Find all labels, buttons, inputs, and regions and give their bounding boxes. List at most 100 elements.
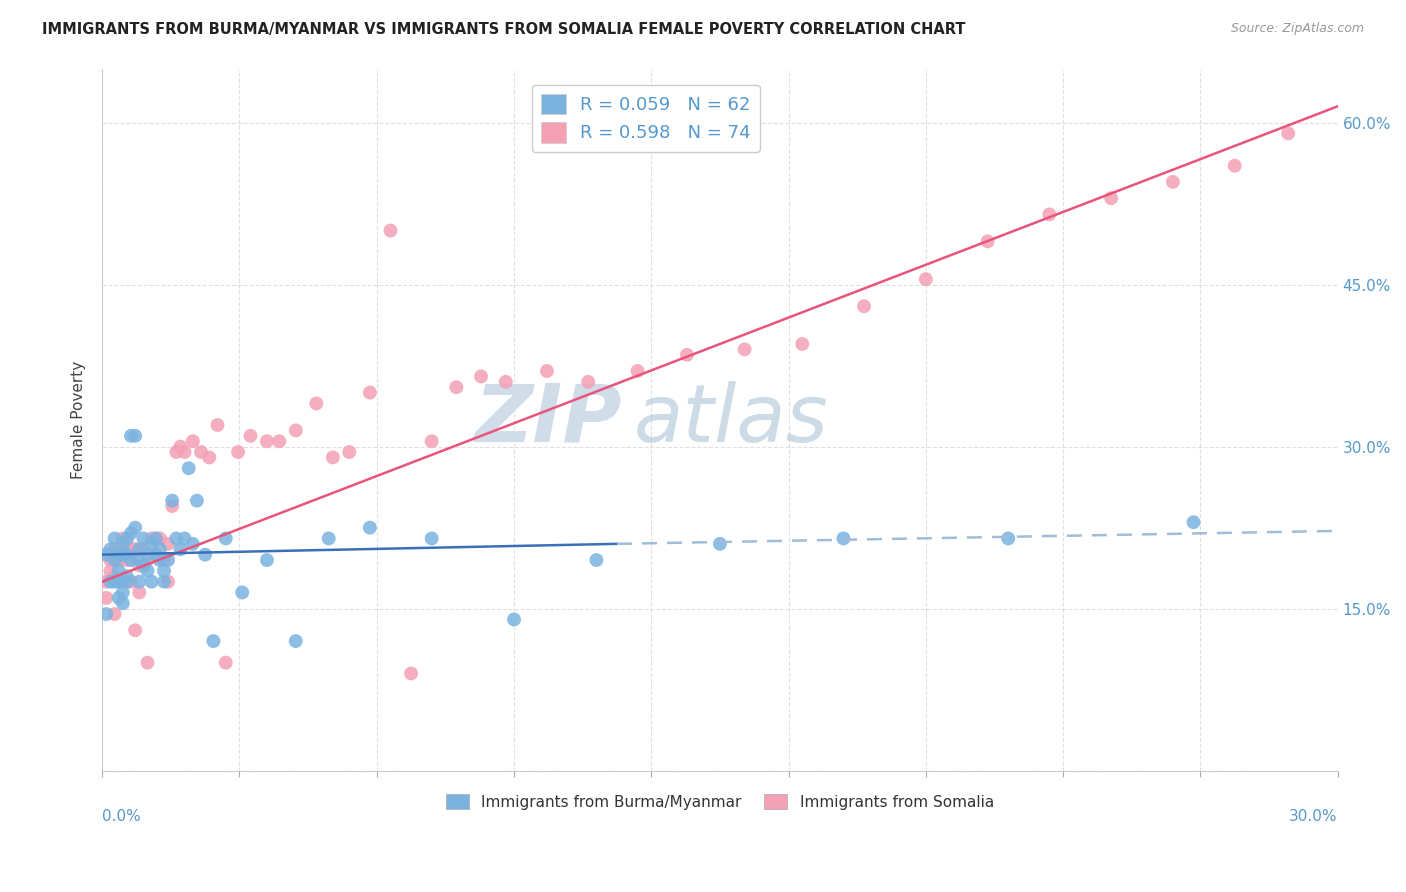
Point (215, 532, 238, 546)
Point (107, 553, 129, 567)
Point (284, 634, 307, 648)
Point (173, 532, 195, 546)
Point (141, 574, 163, 589)
Point (107, 564, 129, 578)
Text: atlas: atlas (634, 381, 828, 458)
Point (107, 574, 129, 589)
Point (120, 542, 142, 557)
Point (231, 585, 253, 599)
Point (181, 434, 204, 449)
Point (115, 569, 138, 583)
Legend: Immigrants from Burma/Myanmar, Immigrants from Somalia: Immigrants from Burma/Myanmar, Immigrant… (440, 788, 1000, 815)
Point (128, 553, 150, 567)
Point (1277, 126, 1299, 140)
Point (359, 521, 381, 535)
Point (111, 585, 134, 599)
Point (100, 548, 122, 562)
Point (576, 375, 599, 389)
Point (103, 607, 125, 621)
Text: Source: ZipAtlas.com: Source: ZipAtlas.com (1230, 22, 1364, 36)
Point (107, 591, 129, 605)
Point (160, 499, 183, 513)
Point (111, 537, 134, 551)
Point (269, 434, 291, 449)
Point (976, 235, 998, 249)
Point (495, 375, 517, 389)
Point (100, 542, 122, 557)
Point (124, 521, 146, 535)
Text: 30.0%: 30.0% (1289, 809, 1337, 824)
Point (1038, 207, 1060, 221)
Point (153, 553, 176, 567)
Point (96, 574, 118, 589)
Point (1182, 515, 1205, 529)
Point (359, 385, 381, 400)
Point (284, 424, 307, 438)
Point (1099, 191, 1122, 205)
Point (181, 537, 204, 551)
Point (215, 656, 238, 670)
Point (256, 553, 278, 567)
Point (322, 450, 344, 465)
Point (141, 532, 163, 546)
Point (145, 532, 167, 546)
Point (1161, 175, 1184, 189)
Point (149, 542, 172, 557)
Point (136, 656, 159, 670)
Point (165, 532, 187, 546)
Text: ZIP: ZIP (474, 381, 621, 458)
Point (160, 493, 183, 508)
Point (585, 553, 607, 567)
Point (107, 553, 129, 567)
Point (124, 429, 146, 443)
Point (132, 558, 155, 573)
Point (626, 364, 648, 378)
Point (111, 596, 134, 610)
Point (111, 548, 134, 562)
Point (914, 272, 936, 286)
Point (124, 624, 146, 638)
Point (202, 634, 225, 648)
Point (103, 574, 125, 589)
Point (115, 574, 138, 589)
Point (503, 612, 526, 626)
Point (305, 396, 328, 410)
Point (115, 548, 138, 562)
Y-axis label: Female Poverty: Female Poverty (72, 360, 86, 479)
Point (853, 299, 876, 313)
Point (100, 574, 122, 589)
Point (157, 553, 180, 567)
Point (128, 574, 150, 589)
Point (111, 542, 134, 557)
Point (128, 558, 150, 573)
Point (194, 548, 217, 562)
Point (100, 553, 122, 567)
Point (132, 532, 155, 546)
Point (103, 569, 125, 583)
Point (115, 537, 138, 551)
Point (676, 348, 699, 362)
Point (120, 548, 142, 562)
Point (190, 445, 212, 459)
Point (136, 548, 159, 562)
Point (96, 548, 118, 562)
Point (709, 537, 731, 551)
Point (145, 548, 167, 562)
Point (111, 574, 134, 589)
Point (103, 542, 125, 557)
Point (107, 548, 129, 562)
Point (157, 537, 180, 551)
Point (169, 542, 191, 557)
Point (141, 537, 163, 551)
Point (120, 526, 142, 541)
Point (128, 585, 150, 599)
Point (149, 553, 172, 567)
Point (832, 532, 855, 546)
Point (132, 558, 155, 573)
Point (997, 532, 1019, 546)
Point (96, 591, 118, 605)
Point (536, 364, 558, 378)
Point (165, 445, 187, 459)
Point (115, 532, 138, 546)
Point (198, 450, 221, 465)
